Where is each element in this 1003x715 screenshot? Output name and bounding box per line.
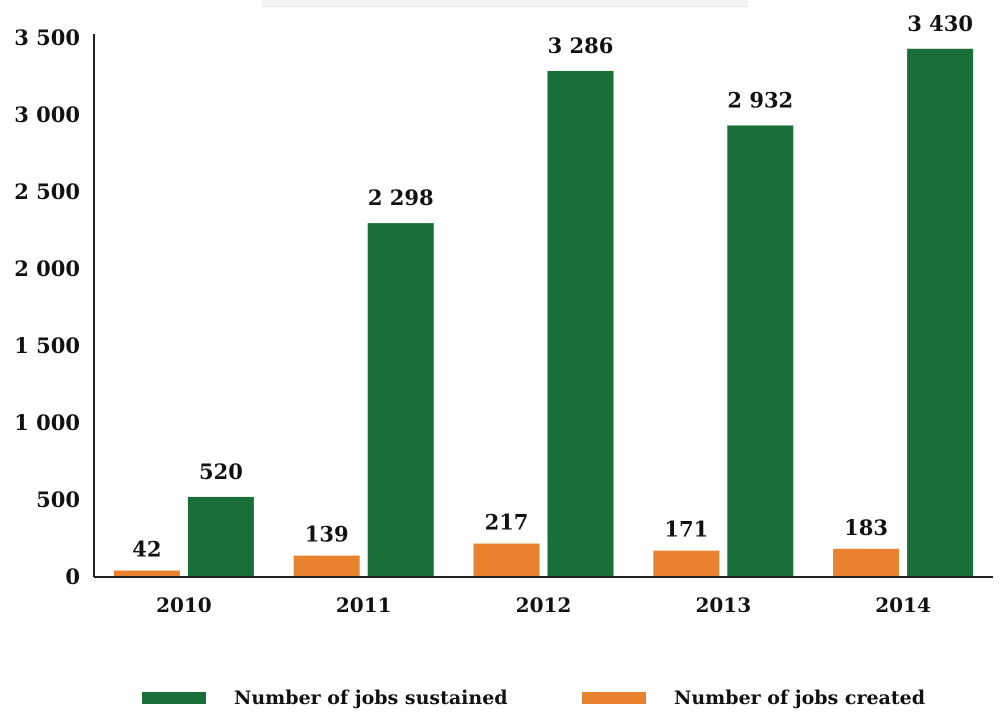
x-axis-categories: 2010 2011 2012 2013 2014	[156, 593, 931, 617]
data-label-sustained-2012: 3 286	[548, 33, 614, 58]
bar-created-2010	[113, 570, 180, 577]
legend-label-sustained: Number of jobs sustained	[234, 687, 508, 709]
bar-sustained-2010	[187, 496, 254, 577]
data-label-created-2012: 217	[485, 510, 529, 535]
x-tick-label-2013: 2013	[695, 593, 751, 617]
legend: Number of jobs sustained Number of jobs …	[0, 684, 1003, 712]
bars-group	[113, 48, 974, 578]
bar-sustained-2013	[727, 125, 794, 578]
data-label-created-2011: 139	[305, 522, 349, 547]
x-tick-label-2014: 2014	[875, 593, 931, 617]
bar-created-2012	[473, 543, 540, 577]
legend-item-sustained: Number of jobs sustained	[142, 684, 508, 712]
top-frame-edge	[262, 0, 748, 7]
legend-swatch-sustained	[142, 692, 206, 704]
data-label-sustained-2014: 3 430	[907, 11, 973, 36]
bar-sustained-2011	[367, 223, 434, 577]
data-labels-group: 42 520 139 2 298 217 3 286 171 2 932 183 3 430	[132, 11, 973, 562]
data-label-created-2014: 183	[844, 515, 888, 540]
y-tick-label: 500	[36, 487, 80, 512]
y-tick-label: 1 500	[14, 333, 80, 358]
bar-created-2014	[833, 548, 900, 577]
bar-created-2011	[293, 555, 360, 577]
bar-sustained-2012	[547, 70, 614, 578]
bar-created-2013	[653, 550, 720, 577]
y-tick-label: 3 500	[14, 25, 80, 50]
y-tick-label: 3 000	[14, 102, 80, 127]
y-tick-label: 2 500	[14, 179, 80, 204]
y-axis-ticks: 0 500 1 000 1 500 2 000 2 500 3 000 3 500	[14, 25, 80, 589]
bar-sustained-2014	[907, 48, 974, 577]
x-tick-label-2010: 2010	[156, 593, 212, 617]
data-label-sustained-2011: 2 298	[368, 185, 434, 210]
data-label-created-2010: 42	[132, 537, 161, 562]
y-tick-label: 1 000	[14, 410, 80, 435]
legend-label-created: Number of jobs created	[674, 687, 926, 709]
x-tick-label-2011: 2011	[336, 593, 392, 617]
legend-swatch-created	[582, 692, 646, 704]
y-tick-label: 0	[65, 564, 80, 589]
y-tick-label: 2 000	[14, 256, 80, 281]
data-label-created-2013: 171	[664, 517, 708, 542]
data-label-sustained-2013: 2 932	[727, 87, 793, 112]
x-tick-label-2012: 2012	[516, 593, 572, 617]
legend-item-created: Number of jobs created	[582, 684, 925, 712]
data-label-sustained-2010: 520	[199, 459, 243, 484]
